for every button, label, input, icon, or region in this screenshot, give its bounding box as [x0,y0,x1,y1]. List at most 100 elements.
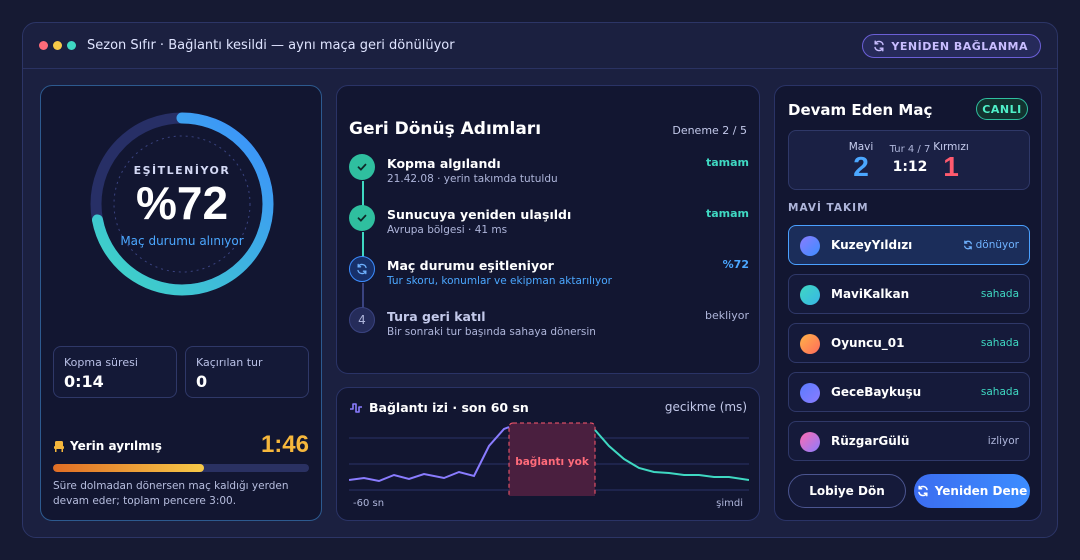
step-item: Maç durumu eşitleniyor Tur skoru, konuml… [349,256,749,296]
disconnect-gap-zone [508,422,596,496]
sync-panel: EŞİTLENİYOR %72 Maç durumu alınıyor Kopm… [40,85,322,521]
step-title: Tura geri katıl [387,309,486,324]
stat-label: Kaçırılan tur [196,356,263,369]
stat-label: Kopma süresi [64,356,138,369]
scoreboard: Mavi 2 Tur 4 / 7 1:12 Kırmızı 1 [788,130,1030,190]
step-subtitle: Bir sonraki tur başında sahaya dönersin [387,326,596,338]
sync-icon [349,256,375,282]
trace-title: Bağlantı izi · son 60 sn [369,400,529,415]
player-name: RüzgarGülü [831,434,910,448]
blue-team-name: Mavi [848,141,874,153]
trace-title-wrap: Bağlantı izi · son 60 sn [349,400,529,415]
minimize-dot-icon[interactable] [53,41,62,50]
step-connector [362,283,364,313]
step-status: bekliyor [705,309,749,322]
seat-timer: 1:46 [260,431,309,458]
refresh-icon [874,40,885,52]
check-icon [349,154,375,180]
stat-value: 0:14 [64,372,104,391]
step-item: Sunucuya yeniden ulaşıldı Avrupa bölgesi… [349,205,749,245]
seat-timer-fill [53,464,205,472]
disconnect-duration-card: Kopma süresi 0:14 [53,346,177,398]
step-title: Sunucuya yeniden ulaşıldı [387,207,572,222]
team-heading: MAVİ TAKIM [788,202,869,214]
step-subtitle: 21.42.08 · yerin takımda tutuldu [387,173,558,185]
step-item: 4 Tura geri katıl Bir sonraki tur başınd… [349,307,749,347]
sync-percent: %72 [135,177,229,229]
player-name: GeceBaykuşu [831,385,922,399]
step-subtitle: Tur skoru, konumlar ve ekipman aktarılıy… [387,275,612,287]
retry-button-label: Yeniden Dene [934,484,1028,498]
missed-rounds-card: Kaçırılan tur 0 [185,346,309,398]
round-clock: 1:12 [892,159,928,175]
step-status: tamam [705,207,749,220]
avatar [800,383,820,403]
player-status: sahada [980,386,1019,398]
maximize-dot-icon[interactable] [67,41,76,50]
latency-chart: bağlantı yok [349,422,749,496]
player-status: dönüyor [975,239,1019,251]
live-badge: CANLI [976,98,1028,120]
x-axis-start: -60 sn [353,498,385,509]
connection-trace-panel: Bağlantı izi · son 60 sn gecikme (ms) ba… [336,387,760,521]
player-name: MaviKalkan [831,287,910,301]
player-status: sahada [980,288,1019,300]
step-status: tamam [705,156,749,169]
step-subtitle: Avrupa bölgesi · 41 ms [387,224,508,236]
seat-timer-bar [53,464,309,472]
gap-label: bağlantı yok [515,456,590,468]
player-status-wrap: dönüyor [963,239,1019,251]
title-bar: Sezon Sıfır · Bağlantı kesildi — aynı ma… [23,23,1057,69]
player-row[interactable]: KuzeyYıldızı dönüyor [788,225,1030,265]
window-title: Sezon Sıfır · Bağlantı kesildi — aynı ma… [87,38,455,53]
attempt-counter: Deneme 2 / 5 [672,124,747,137]
match-panel: Devam Eden Maç CANLI Mavi 2 Tur 4 / 7 1:… [774,85,1042,521]
sync-caption: EŞİTLENİYOR [133,164,231,177]
avatar [800,432,820,452]
latency-line-before [349,426,510,483]
step-connector [362,181,364,211]
avatar [800,334,820,354]
player-name: Oyuncu_01 [831,336,905,350]
match-title: Devam Eden Maç [788,101,933,119]
step-title: Maç durumu eşitleniyor [387,258,554,273]
red-team-score: 1 [943,151,959,182]
seat-note: Süre dolmadan dönersen maç kaldığı yerde… [53,480,289,507]
sync-progress-ring [90,112,274,296]
seat-reserved-row: Yerin ayrılmış 1:46 [53,431,309,461]
seat-label-wrap: Yerin ayrılmış [53,439,162,453]
refresh-icon [963,240,972,250]
seat-icon [54,441,64,452]
trace-unit: gecikme (ms) [664,400,747,414]
step-number: 4 [349,307,375,333]
retry-button[interactable]: Yeniden Dene [914,474,1030,508]
pulse-icon [350,402,362,413]
window-controls [39,41,76,50]
player-status: izliyor [987,435,1019,447]
reconnect-button-label: YENİDEN BAĞLANMA [891,39,1028,53]
refresh-icon [917,485,928,497]
latency-line-after [594,429,749,481]
sync-subtitle: Maç durumu alınıyor [120,234,244,248]
step-status: %72 [722,258,749,271]
player-row[interactable]: RüzgarGülü izliyor [788,421,1030,461]
player-name: KuzeyYıldızı [831,238,913,252]
round-indicator: Tur 4 / 7 [889,144,931,155]
player-status: sahada [980,337,1019,349]
blue-team-score: 2 [853,151,869,182]
x-axis-end: şimdi [716,498,743,509]
step-connector [362,232,364,262]
player-row[interactable]: GeceBaykuşu sahada [788,372,1030,412]
app-window: Sezon Sıfır · Bağlantı kesildi — aynı ma… [22,22,1058,538]
reconnect-button[interactable]: YENİDEN BAĞLANMA [862,34,1041,58]
player-row[interactable]: MaviKalkan sahada [788,274,1030,314]
step-item: Kopma algılandı 21.42.08 · yerin takımda… [349,154,749,194]
stat-value: 0 [196,372,208,391]
step-title: Kopma algılandı [387,156,501,171]
seat-label: Yerin ayrılmış [70,439,162,453]
return-steps-panel: Geri Dönüş Adımları Deneme 2 / 5 Kopma a… [336,85,760,374]
close-dot-icon[interactable] [39,41,48,50]
back-to-lobby-button[interactable]: Lobiye Dön [788,474,906,508]
player-row[interactable]: Oyuncu_01 sahada [788,323,1030,363]
steps-title: Geri Dönüş Adımları [349,119,542,139]
